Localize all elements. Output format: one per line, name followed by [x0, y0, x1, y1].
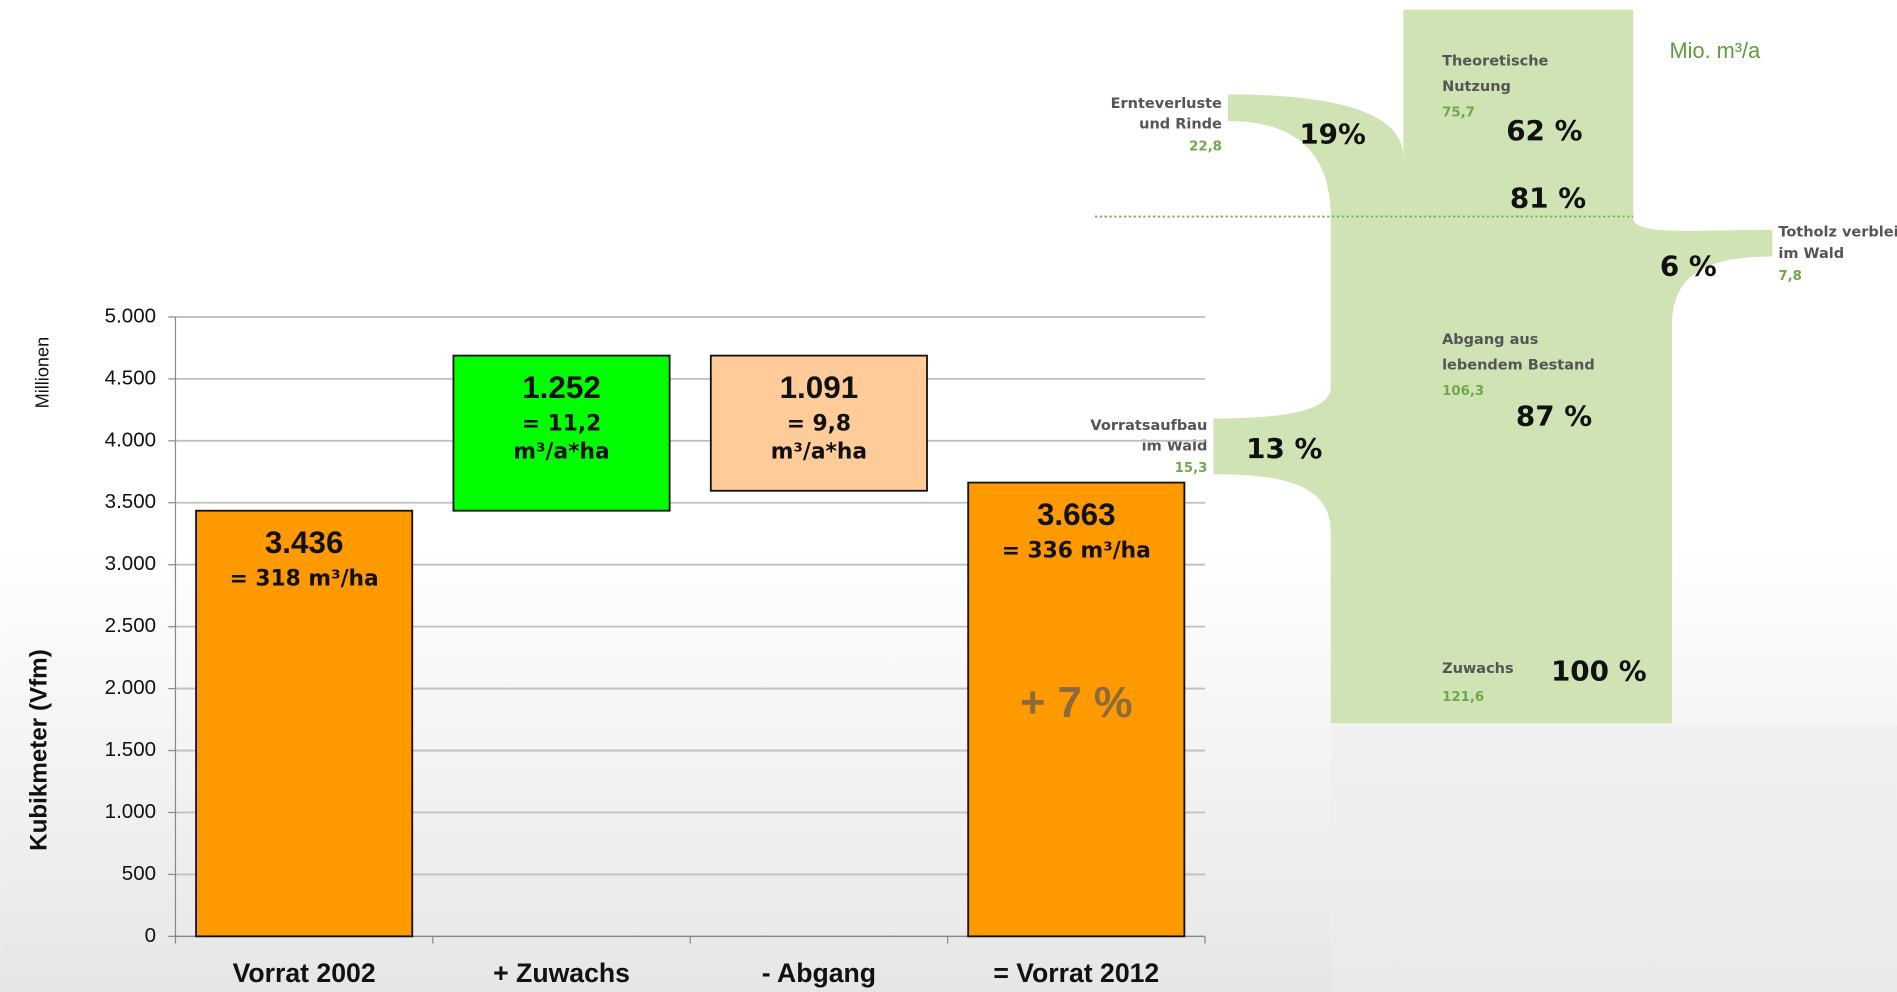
- node-value: 121,6: [1442, 690, 1484, 705]
- y-tick-label: 500: [122, 862, 156, 885]
- sub-label: = 318 m³/ha: [230, 567, 379, 592]
- bar: [452, 354, 671, 512]
- y-tick-label: 4.000: [105, 428, 156, 451]
- node-label: Totholz verbleibt: [1778, 224, 1897, 240]
- y-tick-label: 2.500: [105, 614, 156, 637]
- sub-label: m³/a*ha: [771, 439, 867, 464]
- node-share: 87 %: [1516, 399, 1592, 432]
- y-tick-label: 1.500: [105, 738, 156, 761]
- sankey: Mio. m³/a Theoretische Nutzung 75,7 62 %…: [1090, 9, 1897, 724]
- sub-label: m³/a*ha: [513, 439, 609, 464]
- node-value: 7,8: [1778, 269, 1802, 284]
- sub-label: = 11,2: [522, 412, 602, 437]
- y-tick-label: 3.000: [105, 552, 156, 575]
- y-tick-label: 2.000: [105, 676, 156, 699]
- node-label: Abgang aus: [1442, 332, 1538, 348]
- node-share: 62 %: [1506, 114, 1582, 147]
- total-share: 81 %: [1510, 182, 1586, 215]
- node-label: Theoretische: [1442, 54, 1548, 70]
- node-label: Nutzung: [1442, 79, 1511, 95]
- node-label: im Wald: [1778, 246, 1844, 262]
- annotation: + 7 %: [1020, 679, 1133, 727]
- x-tick-label: = Vorrat 2012: [993, 958, 1159, 988]
- bar: [195, 509, 414, 938]
- node-label: im Wald: [1142, 438, 1208, 454]
- flow-ernteverluste: [1227, 94, 1404, 218]
- sub-label: = 9,8: [787, 412, 851, 437]
- node-value: 22,8: [1189, 139, 1222, 154]
- x-tick-label: Vorrat 2002: [233, 958, 376, 988]
- node-value: 75,7: [1442, 106, 1475, 121]
- bar: [967, 481, 1186, 938]
- node-label: Ernteverluste: [1111, 96, 1222, 112]
- flow-trunk: [1213, 217, 1773, 724]
- y-tick-label: 3.500: [105, 490, 156, 513]
- y-tick-label: 5.000: [105, 304, 156, 327]
- unit: Mio. m³/a: [1670, 38, 1762, 63]
- node-value: 106,3: [1442, 384, 1484, 399]
- node-value: 15,3: [1175, 461, 1208, 476]
- unit-label: Millionen: [32, 337, 52, 409]
- bar: [709, 354, 928, 492]
- node-share: 19%: [1299, 117, 1366, 150]
- node-share: 100 %: [1551, 655, 1647, 688]
- value-label: 3.663: [1037, 497, 1116, 532]
- background-panel: [1330, 725, 1897, 992]
- node-label: lebendem Bestand: [1442, 357, 1595, 373]
- sub-label: = 336 m³/ha: [1002, 539, 1151, 564]
- node-label: Vorratsaufbau: [1090, 418, 1207, 434]
- y-tick-label: 0: [145, 924, 156, 947]
- x-tick-label: + Zuwachs: [493, 958, 630, 988]
- node-share: 13 %: [1246, 432, 1322, 465]
- value-label: 3.436: [265, 525, 344, 560]
- node-share: 6 %: [1660, 249, 1717, 282]
- x-tick-label: - Abgang: [762, 958, 876, 988]
- value-label: 1.252: [522, 370, 601, 405]
- y-tick-label: 1.000: [105, 800, 156, 823]
- y-tick-label: 4.500: [105, 366, 156, 389]
- y-axis-title: Kubikmeter (Vfm): [25, 649, 52, 851]
- node-label: und Rinde: [1139, 117, 1222, 133]
- node-label: Zuwachs: [1442, 661, 1514, 677]
- value-label: 1.091: [780, 370, 859, 405]
- flow-nutzung: [1403, 9, 1634, 218]
